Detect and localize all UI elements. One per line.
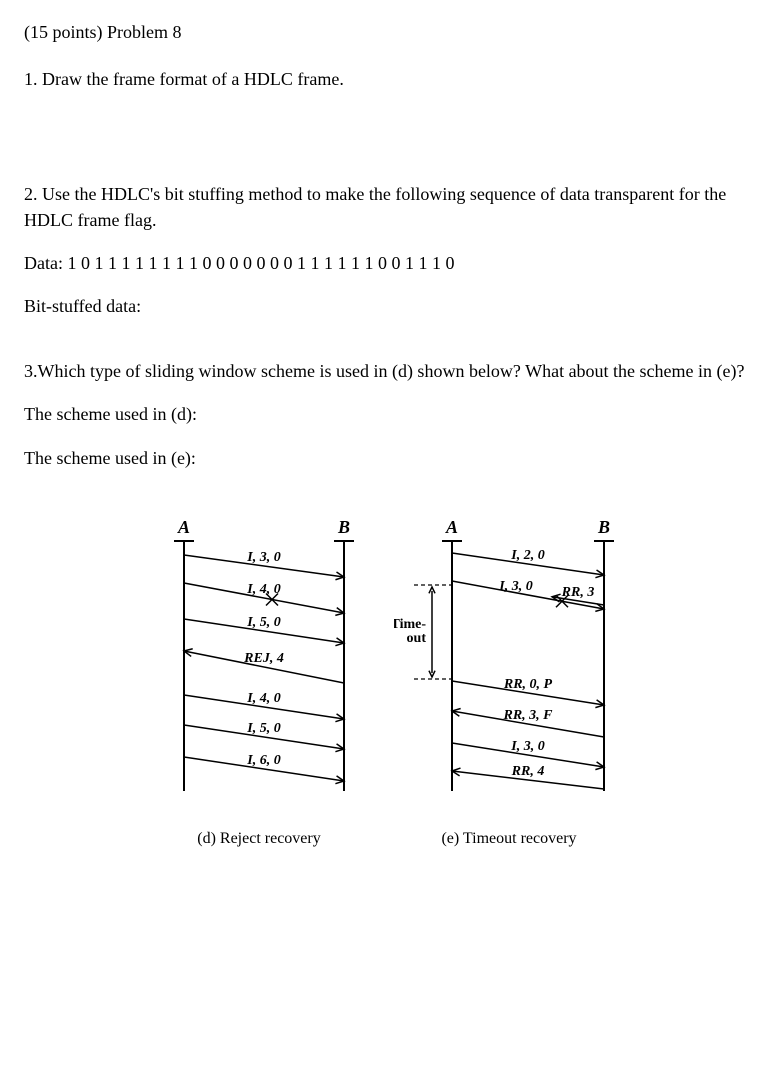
diagram-d-caption: (d) Reject recovery	[154, 830, 364, 848]
svg-text:RR, 4: RR, 4	[511, 764, 545, 779]
diagram-d: A B I, 3, 0 I, 4, 0 I, 5, 0 REJ, 4 I, 4, 0 I, 5…	[154, 511, 364, 848]
svg-text:I, 3, 0: I, 3, 0	[246, 550, 280, 565]
svg-text:RR, 3: RR, 3	[561, 585, 595, 600]
svg-text:RR, 3, F: RR, 3, F	[502, 708, 553, 723]
svg-text:Time-: Time-	[394, 617, 426, 632]
question-3-answer-e: The scheme used in (e):	[24, 446, 754, 471]
svg-text:I, 3, 0: I, 3, 0	[510, 739, 544, 754]
svg-text:A: A	[445, 517, 458, 537]
svg-text:I, 3, 0: I, 3, 0	[498, 579, 532, 594]
svg-text:REJ, 4: REJ, 4	[243, 651, 284, 666]
diagram-e-caption: (e) Timeout recovery	[394, 830, 624, 848]
svg-text:I, 5, 0: I, 5, 0	[246, 615, 280, 630]
svg-text:I, 4, 0: I, 4, 0	[246, 582, 280, 597]
svg-text:B: B	[337, 517, 350, 537]
svg-text:I, 5, 0: I, 5, 0	[246, 721, 280, 736]
svg-text:A: A	[177, 517, 190, 537]
question-2-answer-label: Bit-stuffed data:	[24, 294, 754, 319]
diagram-e: A B I, 2, 0 I, 3, 0 RR, 3 RR, 0, P RR, 3, F I, …	[394, 511, 624, 848]
svg-text:B: B	[597, 517, 610, 537]
svg-text:I, 4, 0: I, 4, 0	[246, 691, 280, 706]
question-2-prompt: 2. Use the HDLC's bit stuffing method to…	[24, 182, 754, 232]
svg-text:I, 2, 0: I, 2, 0	[510, 548, 544, 563]
svg-text:out: out	[407, 631, 427, 646]
question-3-prompt: 3.Which type of sliding window scheme is…	[24, 359, 754, 384]
problem-header: (15 points) Problem 8	[24, 20, 754, 45]
diagram-d-svg: A B I, 3, 0 I, 4, 0 I, 5, 0 REJ, 4 I, 4, 0 I, 5…	[154, 511, 364, 821]
question-1: 1. Draw the frame format of a HDLC frame…	[24, 67, 754, 92]
diagram-e-svg: A B I, 2, 0 I, 3, 0 RR, 3 RR, 0, P RR, 3, F I, …	[394, 511, 624, 821]
svg-text:RR, 0, P: RR, 0, P	[503, 677, 553, 692]
question-2-data: Data: 1 0 1 1 1 1 1 1 1 1 0 0 0 0 0 0 0 …	[24, 251, 754, 276]
svg-text:I, 6, 0: I, 6, 0	[246, 753, 280, 768]
question-3-answer-d: The scheme used in (d):	[24, 402, 754, 427]
diagram-container: A B I, 3, 0 I, 4, 0 I, 5, 0 REJ, 4 I, 4, 0 I, 5…	[24, 511, 754, 848]
